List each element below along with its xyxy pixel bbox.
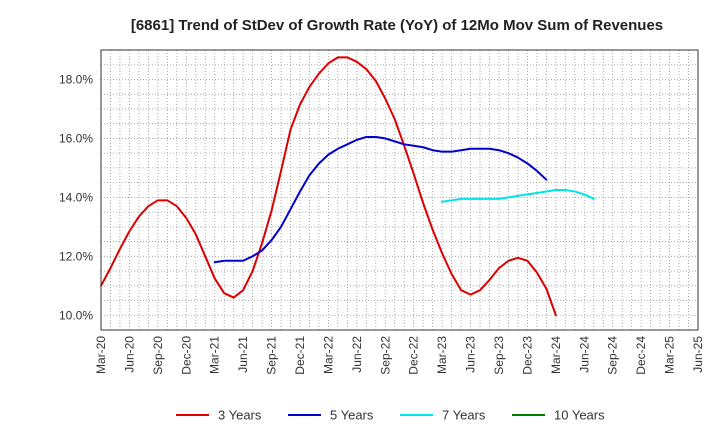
x-tick-label: Mar-24	[549, 336, 563, 374]
legend-label-5-years: 5 Years	[330, 408, 374, 423]
x-tick-label: Dec-22	[407, 336, 421, 375]
x-tick-label: Dec-24	[634, 336, 648, 375]
series-line-7-years	[441, 189, 595, 203]
x-tick-label: Mar-23	[435, 336, 449, 374]
plot-area	[101, 50, 698, 330]
series-line-5-years	[213, 135, 548, 264]
x-tick-label: Sep-21	[265, 336, 279, 375]
y-tick-label: 14.0%	[59, 190, 93, 204]
x-tick-label: Jun-22	[350, 336, 364, 373]
legend-label-3-years: 3 Years	[218, 408, 262, 423]
y-tick-label: 18.0%	[59, 72, 93, 86]
legend: 3 Years 5 Years 7 Years 10 Years	[176, 408, 605, 423]
x-tick-label: Sep-22	[378, 336, 392, 375]
plot-border	[100, 49, 699, 331]
x-tick-label: Mar-22	[321, 336, 335, 374]
y-tick-label: 16.0%	[59, 131, 93, 145]
y-tick-labels: 10.0% 12.0% 14.0% 16.0% 18.0%	[59, 72, 93, 322]
y-tick-label: 10.0%	[59, 308, 93, 322]
x-tick-label: Sep-24	[606, 336, 620, 375]
x-tick-label: Sep-20	[151, 336, 165, 375]
y-tick-label: 12.0%	[59, 249, 93, 263]
x-tick-label: Mar-20	[94, 336, 108, 374]
x-tick-label: Jun-20	[122, 336, 136, 373]
x-tick-label: Dec-20	[179, 336, 193, 375]
x-tick-labels: Mar-20 Jun-20 Sep-20 Dec-20 Mar-21 Jun-21 Sep-…	[94, 336, 705, 375]
x-tick-label: Jun-25	[691, 336, 705, 373]
x-tick-label: Dec-23	[520, 336, 534, 375]
x-tick-label: Jun-23	[464, 336, 478, 373]
x-tick-label: Dec-21	[293, 336, 307, 375]
x-tick-label: Mar-21	[208, 336, 222, 374]
chart-title: [6861] Trend of StDev of Growth Rate (Yo…	[131, 17, 663, 34]
legend-label-10-years: 10 Years	[554, 408, 605, 423]
series-lines	[100, 56, 595, 317]
grid-lines	[101, 50, 698, 330]
x-tick-label: Jun-21	[236, 336, 250, 373]
legend-label-7-years: 7 Years	[442, 408, 486, 423]
x-tick-label: Sep-23	[492, 336, 506, 375]
series-line-3-years	[100, 56, 557, 317]
x-tick-label: Jun-24	[577, 336, 591, 373]
axes	[100, 49, 699, 331]
x-tick-label: Mar-25	[663, 336, 677, 374]
